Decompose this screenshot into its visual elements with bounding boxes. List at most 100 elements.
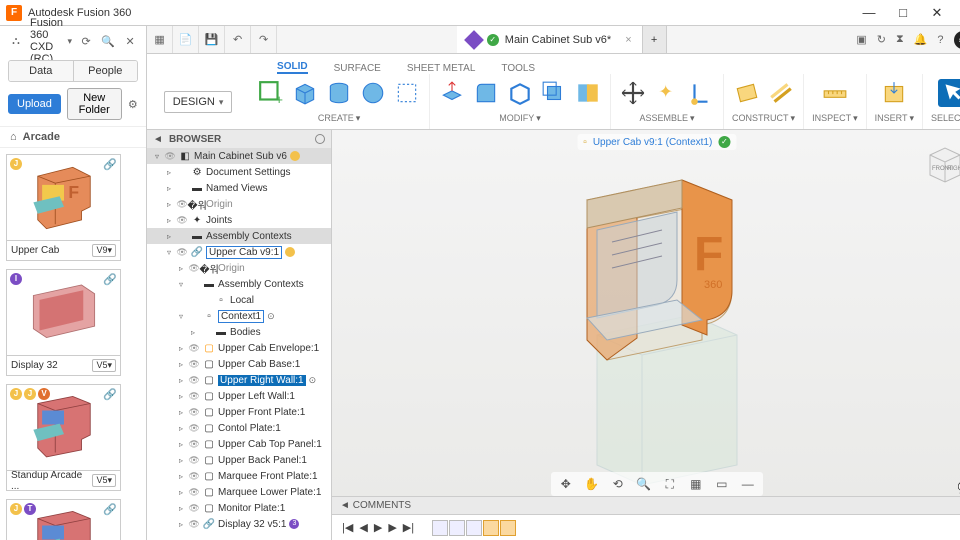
- combine-icon[interactable]: [574, 79, 602, 107]
- measure-icon[interactable]: [821, 79, 849, 107]
- extensions-icon[interactable]: ▣: [856, 33, 866, 46]
- tree-node[interactable]: ▿ ▬ Assembly Contexts: [147, 276, 331, 292]
- tree-node[interactable]: ▫ Local: [147, 292, 331, 308]
- timeline-op[interactable]: [466, 520, 482, 536]
- tree-node[interactable]: ▹ 👁 ▢ Upper Cab Top Panel:1: [147, 436, 331, 452]
- tab-tools[interactable]: TOOLS: [501, 63, 535, 74]
- grid-icon[interactable]: ▭: [713, 475, 731, 493]
- tree-node[interactable]: ▹ 👁 ▢ Upper Left Wall:1: [147, 388, 331, 404]
- sphere-icon[interactable]: [359, 79, 387, 107]
- visibility-icon[interactable]: 👁: [176, 215, 188, 226]
- tab-sheetmetal[interactable]: SHEET METAL: [407, 63, 476, 74]
- maximize-button[interactable]: □: [886, 0, 920, 26]
- visibility-icon[interactable]: 👁: [188, 343, 200, 354]
- job-icon[interactable]: ⧗: [896, 33, 904, 46]
- tree-twisty-icon[interactable]: ▹: [177, 264, 185, 273]
- pan-icon[interactable]: ✋: [583, 475, 601, 493]
- asset-version[interactable]: V9▾: [92, 244, 116, 257]
- tree-twisty-icon[interactable]: ▹: [177, 392, 185, 401]
- visibility-icon[interactable]: 👁: [188, 407, 200, 418]
- tree-node[interactable]: ▹ 👁 ▢ Marquee Front Plate:1: [147, 468, 331, 484]
- notify-icon[interactable]: ↻: [877, 33, 886, 46]
- redo-icon[interactable]: ↷: [251, 26, 277, 53]
- tab-surface[interactable]: SURFACE: [334, 63, 381, 74]
- tree-twisty-icon[interactable]: ▹: [177, 440, 185, 449]
- tree-twisty-icon[interactable]: ▹: [177, 360, 185, 369]
- tree-twisty-icon[interactable]: ▹: [165, 184, 173, 193]
- coil-icon[interactable]: [393, 79, 421, 107]
- search-icon[interactable]: 🔍: [100, 33, 116, 49]
- visibility-icon[interactable]: 👁: [188, 263, 200, 274]
- visibility-icon[interactable]: 👁: [176, 247, 188, 258]
- tree-twisty-icon[interactable]: ▿: [177, 280, 185, 289]
- tree-twisty-icon[interactable]: ▹: [165, 216, 173, 225]
- team-icon[interactable]: ⛬: [8, 33, 24, 49]
- user-avatar[interactable]: ⛭: [954, 31, 960, 49]
- asset-version[interactable]: V5▾: [92, 359, 116, 372]
- cylinder-icon[interactable]: [325, 79, 353, 107]
- tree-twisty-icon[interactable]: ▹: [165, 168, 173, 177]
- file-menu-icon[interactable]: 📄: [173, 26, 199, 53]
- minimize-button[interactable]: —: [852, 0, 886, 26]
- tree-twisty-icon[interactable]: ▹: [177, 504, 185, 513]
- timeline-prev-icon[interactable]: ◀: [359, 521, 367, 534]
- tree-node[interactable]: ▹ 👁 ✦ Joints: [147, 212, 331, 228]
- browser-options-icon[interactable]: [315, 134, 325, 144]
- tree-twisty-icon[interactable]: ▹: [177, 376, 185, 385]
- group-insert-label[interactable]: INSERT: [875, 110, 914, 126]
- sketch-icon[interactable]: +: [257, 79, 285, 107]
- tree-node[interactable]: ▹ 👁 �워 Origin: [147, 196, 331, 212]
- asset-card[interactable]: F J 🔗 Upper CabV9▾: [6, 154, 121, 261]
- tree-node[interactable]: ▹ 👁 ▢ Upper Right Wall:1 ⊙: [147, 372, 331, 388]
- timeline-op[interactable]: [483, 520, 499, 536]
- comments-bar[interactable]: ◄ COMMENTS ⊕: [332, 496, 960, 514]
- tree-node[interactable]: ▹ ▬ Assembly Contexts: [147, 228, 331, 244]
- visibility-icon[interactable]: 👁: [188, 471, 200, 482]
- visibility-icon[interactable]: 👁: [188, 359, 200, 370]
- new-folder-button[interactable]: New Folder: [67, 88, 122, 120]
- shell-icon[interactable]: [506, 79, 534, 107]
- save-icon[interactable]: 💾: [199, 26, 225, 53]
- tab-close-icon[interactable]: ×: [617, 34, 631, 46]
- project-breadcrumb[interactable]: ⌂ Arcade: [0, 126, 146, 148]
- fit-icon[interactable]: ⛶: [661, 475, 679, 493]
- panel-close-icon[interactable]: ✕: [122, 33, 138, 49]
- group-construct-label[interactable]: CONSTRUCT: [732, 110, 795, 126]
- asset-version[interactable]: V5▾: [92, 474, 116, 487]
- visibility-icon[interactable]: 👁: [188, 487, 200, 498]
- design-workspace-dropdown[interactable]: DESIGN: [164, 91, 233, 113]
- tree-twisty-icon[interactable]: ▹: [165, 232, 173, 241]
- group-create-label[interactable]: CREATE: [318, 110, 360, 126]
- tree-node[interactable]: ▿ ▫ Context1 ⊙: [147, 308, 331, 324]
- tree-node[interactable]: ▹ ⚙ Document Settings: [147, 164, 331, 180]
- viewports-icon[interactable]: —: [739, 475, 757, 493]
- insert-icon[interactable]: [880, 79, 908, 107]
- orbit-icon[interactable]: ✥: [557, 475, 575, 493]
- plane-icon[interactable]: [733, 79, 761, 107]
- timeline-start-icon[interactable]: |◀: [342, 521, 353, 534]
- grid-menu-icon[interactable]: ▦: [147, 26, 173, 53]
- visibility-icon[interactable]: 👁: [188, 423, 200, 434]
- tab-solid[interactable]: SOLID: [277, 61, 308, 74]
- timeline-op[interactable]: [432, 520, 448, 536]
- tree-twisty-icon[interactable]: ▹: [177, 520, 185, 529]
- timeline-next-icon[interactable]: ▶: [388, 521, 396, 534]
- help-icon[interactable]: ?: [937, 34, 943, 46]
- timeline-ops[interactable]: [432, 520, 516, 536]
- tree-twisty-icon[interactable]: ▹: [177, 472, 185, 481]
- comments-collapse-icon[interactable]: ◄: [340, 500, 350, 511]
- tree-node[interactable]: ▿ 👁 ◧ Main Cabinet Sub v6: [147, 148, 331, 164]
- tree-node[interactable]: ▹ ▬ Bodies: [147, 324, 331, 340]
- close-button[interactable]: ✕: [920, 0, 954, 26]
- tree-node[interactable]: ▹ 👁 ▢ Upper Front Plate:1: [147, 404, 331, 420]
- group-modify-label[interactable]: MODIFY: [499, 110, 541, 126]
- tree-twisty-icon[interactable]: ▹: [177, 456, 185, 465]
- undo-icon[interactable]: ↶: [225, 26, 251, 53]
- tree-twisty-icon[interactable]: ▹: [177, 488, 185, 497]
- tree-twisty-icon[interactable]: ▿: [177, 312, 185, 321]
- presspull-icon[interactable]: [438, 79, 466, 107]
- visibility-icon[interactable]: 👁: [188, 455, 200, 466]
- asset-card[interactable]: JT 🔗 Main Cabinet SubV6▾: [6, 499, 121, 540]
- tree-twisty-icon[interactable]: ▹: [177, 408, 185, 417]
- zoom-icon[interactable]: 🔍: [635, 475, 653, 493]
